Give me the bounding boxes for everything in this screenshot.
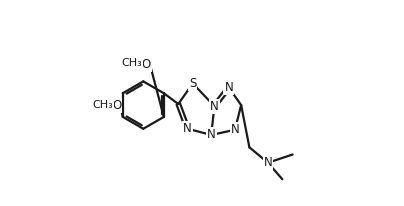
Text: S: S (189, 77, 196, 90)
Text: CH₃: CH₃ (93, 100, 114, 110)
Text: N: N (207, 128, 216, 142)
Text: O: O (112, 98, 121, 112)
Text: N: N (224, 81, 233, 94)
Text: N: N (263, 156, 272, 169)
Text: N: N (183, 122, 192, 135)
Text: CH₃: CH₃ (121, 58, 142, 68)
Text: O: O (142, 58, 151, 71)
Text: N: N (210, 99, 219, 113)
Text: N: N (231, 123, 239, 136)
